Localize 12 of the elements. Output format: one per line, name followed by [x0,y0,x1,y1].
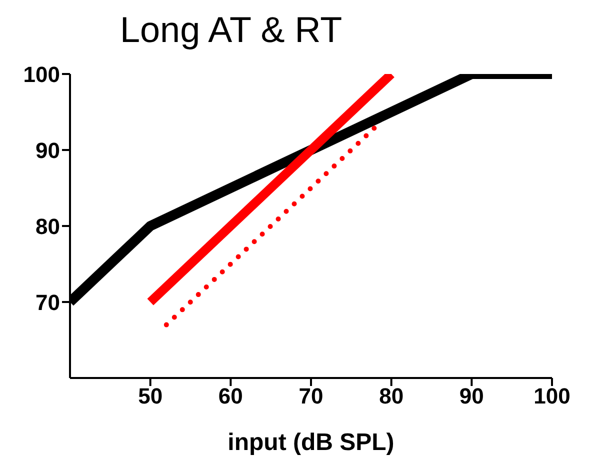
y-tick-label: 100 [23,62,60,87]
x-tick-label: 60 [218,384,243,409]
y-tick-label: 70 [36,290,60,315]
x-tick-label: 70 [298,384,324,409]
x-tick-label: 80 [379,384,404,409]
x-tick-label: 100 [534,384,570,409]
chart-title: Long AT & RT [119,8,344,52]
y-tick-label: 90 [36,138,60,163]
y-tick-label: 80 [36,214,60,239]
x-tick-label: 90 [459,384,484,409]
x-axis-title: input (dB SPL) [228,429,394,456]
x-tick-label: 50 [138,384,163,409]
